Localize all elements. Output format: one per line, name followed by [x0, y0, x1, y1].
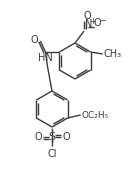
Text: OC₂H₅: OC₂H₅	[82, 111, 109, 119]
Text: O: O	[31, 35, 38, 45]
Text: O: O	[94, 18, 102, 28]
Text: Cl: Cl	[47, 149, 57, 159]
Text: O: O	[34, 132, 42, 142]
Text: N: N	[85, 19, 92, 29]
Text: O: O	[83, 11, 91, 21]
Text: O: O	[62, 132, 70, 142]
Text: −: −	[99, 16, 106, 25]
Text: +: +	[89, 17, 96, 26]
Text: S: S	[48, 132, 56, 142]
Text: HN: HN	[38, 53, 53, 63]
Text: CH₃: CH₃	[104, 49, 122, 59]
